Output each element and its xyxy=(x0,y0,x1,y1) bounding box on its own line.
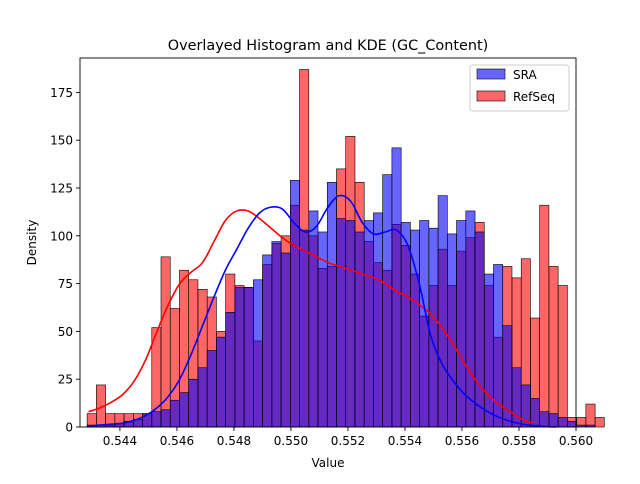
sra-bar xyxy=(151,411,162,428)
refseq-bar xyxy=(585,403,596,428)
axes-frame xyxy=(79,57,577,428)
y-tick-label: 0 xyxy=(65,421,73,435)
y-tick-label: 25 xyxy=(58,373,73,387)
sra-bar xyxy=(179,392,190,428)
sra-bar xyxy=(308,210,319,428)
legend: SRA RefSeq xyxy=(469,64,570,112)
sra-bar xyxy=(483,273,494,428)
sra-bar xyxy=(253,279,263,428)
sra-bar xyxy=(225,311,236,428)
sra-kde-line xyxy=(88,194,557,428)
sra-bar xyxy=(391,147,402,428)
sra-bar xyxy=(382,174,393,428)
sra-bar xyxy=(437,195,448,428)
sra-bar xyxy=(363,220,374,428)
sra-bar xyxy=(410,229,420,428)
x-axis: 0.544 0.546 0.548 0.550 0.552 0.554 0.556 0.558… xyxy=(103,427,593,448)
refseq-bar xyxy=(594,417,605,428)
sra-bar xyxy=(567,420,577,428)
sra-bar xyxy=(539,411,550,428)
sra-bar xyxy=(465,210,476,428)
legend-swatch-sra xyxy=(476,68,506,80)
sra-bar xyxy=(345,220,356,428)
sra-bar xyxy=(336,218,347,428)
sra-bar xyxy=(474,231,485,428)
chart-title: Overlayed Histogram and KDE (GC_Content) xyxy=(168,38,488,54)
y-tick-label: 50 xyxy=(58,325,73,339)
sra-bar xyxy=(206,350,217,428)
refseq-kde-line xyxy=(88,209,534,424)
sra-bar xyxy=(188,378,199,428)
y-tick-label: 175 xyxy=(50,86,73,100)
legend-swatch-refseq xyxy=(476,90,506,102)
x-tick-label: 0.554 xyxy=(388,434,422,448)
y-tick-label: 150 xyxy=(50,134,73,148)
sra-bar xyxy=(243,287,254,428)
sra-bar xyxy=(326,181,337,428)
sra-bar xyxy=(576,424,587,428)
y-tick-label: 125 xyxy=(50,182,73,196)
x-tick-label: 0.550 xyxy=(274,434,308,448)
x-tick-label: 0.544 xyxy=(103,434,137,448)
sra-bar xyxy=(271,241,282,428)
y-tick-label: 100 xyxy=(50,229,73,243)
refseq-bar xyxy=(548,266,559,428)
legend-label-sra: SRA xyxy=(513,68,537,82)
x-tick-label: 0.556 xyxy=(445,434,479,448)
sra-bar xyxy=(557,417,568,428)
sra-bar xyxy=(400,222,411,428)
sra-bar xyxy=(216,336,226,428)
sra-bar xyxy=(373,212,383,428)
refseq-bar xyxy=(557,285,568,428)
sra-bar xyxy=(548,413,559,428)
sra-bar xyxy=(234,287,245,428)
x-tick-label: 0.552 xyxy=(331,434,365,448)
sra-bar xyxy=(585,424,596,428)
sra-bar xyxy=(456,220,467,428)
sra-bar xyxy=(280,252,291,428)
sra-bar xyxy=(447,233,457,428)
sra-bar xyxy=(428,227,439,428)
legend-label-refseq: RefSeq xyxy=(513,90,555,104)
sra-bar xyxy=(262,254,273,428)
x-tick-label: 0.548 xyxy=(217,434,251,448)
x-axis-label: Value xyxy=(312,456,345,470)
x-tick-label: 0.560 xyxy=(559,434,593,448)
sra-bar xyxy=(197,367,208,428)
sra-bar xyxy=(354,231,365,428)
refseq-bar xyxy=(539,204,550,428)
x-tick-label: 0.546 xyxy=(160,434,194,448)
sra-bar xyxy=(160,409,171,428)
sra-bar xyxy=(299,229,310,428)
y-tick-label: 75 xyxy=(58,277,73,291)
sra-bar xyxy=(169,399,180,428)
x-tick-label: 0.558 xyxy=(502,434,536,448)
y-axis: 0 25 50 75 100 125 150 175 xyxy=(50,86,80,435)
sra-bar xyxy=(290,180,300,428)
y-axis-label: Density xyxy=(25,220,39,266)
refseq-bar xyxy=(160,256,171,428)
